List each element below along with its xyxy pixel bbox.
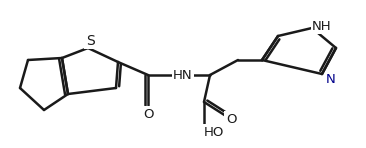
Text: N: N: [326, 73, 336, 86]
Text: O: O: [143, 107, 153, 120]
Text: HO: HO: [204, 126, 224, 139]
Text: O: O: [226, 112, 236, 126]
Text: S: S: [86, 34, 94, 48]
Text: HN: HN: [173, 69, 193, 82]
Text: NH: NH: [312, 20, 332, 33]
